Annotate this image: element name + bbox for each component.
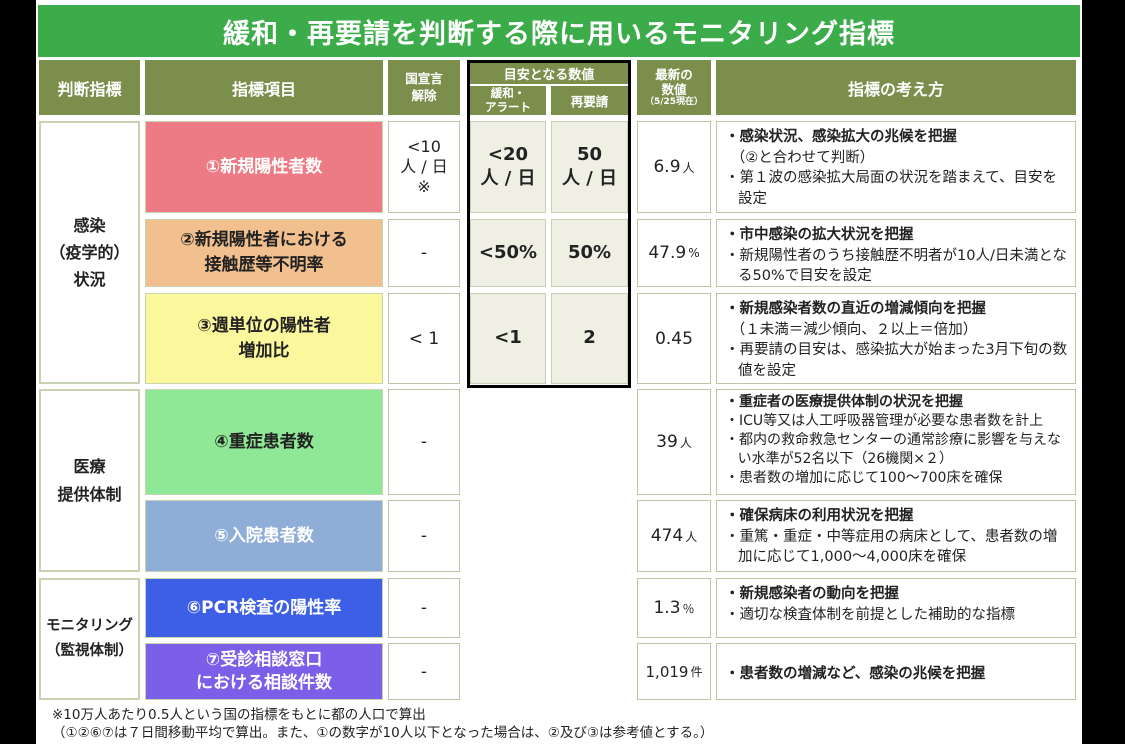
item-unknown-contact-rate: ②新規陽性者における 接触歴等不明率	[145, 219, 383, 287]
description-5: ・確保病床の利用状況を把握 ・重篤・重症・中等症用の病床として、患者数の増加に応…	[716, 500, 1076, 572]
latest-value-5: 474 人	[637, 500, 711, 572]
description-5-line-2: ・重篤・重症・中等症用の病床として、患者数の増加に応じて1,000～4,000床…	[725, 528, 1058, 566]
header-rerequest: 再要請	[551, 86, 628, 115]
header-latest: 最新の 数値 （5/25現在）	[637, 60, 711, 115]
item-weekly-increase-ratio: ③週単位の陽性者 増加比	[145, 293, 383, 384]
description-3-line-1: ・新規感染者数の直近の増減傾向を把握	[725, 301, 986, 317]
latest-unit-5: 人	[685, 529, 698, 544]
description-4: ・重症者の医療提供体制の状況を把握 ・ICU等又は人工呼吸器管理が必要な患者数を…	[716, 389, 1076, 495]
latest-number-4: 39	[656, 432, 678, 452]
relax-value-3: <1	[470, 293, 546, 384]
description-2-line-1: ・市中感染の拡大状況を把握	[725, 227, 914, 243]
description-5-line-1: ・確保病床の利用状況を把握	[725, 508, 914, 524]
latest-unit-4: 人	[679, 435, 692, 450]
header-national-release: 国宣言 解除	[388, 60, 460, 115]
description-6-line-1: ・新規感染者の動向を把握	[725, 586, 899, 602]
item-pcr-positive-rate: ⑥PCR検査の陽性率	[145, 578, 383, 638]
latest-value-1: 6.9 人	[637, 121, 711, 213]
footnote-1: ※10万人あたり0.5人という国の指標をもとに都の人口で算出	[52, 707, 426, 723]
relax-value-1: <20 人 / 日	[470, 121, 546, 213]
header-approach: 指標の考え方	[716, 60, 1076, 115]
rerequest-value-1: 50 人 / 日	[551, 121, 628, 213]
description-3-line-3: ・再要請の目安は、感染拡大が始まった3月下旬の数値を設定	[725, 342, 1068, 379]
latest-number-6: 1.3	[653, 598, 681, 618]
description-4-line-1: ・重症者の医療提供体制の状況を把握	[725, 394, 963, 410]
national-value-1: <10 人 / 日 ※	[388, 121, 460, 213]
description-6-line-2: ・適切な検査体制を前提とした補助的な指標	[725, 606, 1015, 623]
item-consultation-count: ⑦受診相談窓口 における相談件数	[145, 643, 383, 700]
header-latest-note: （5/25現在）	[644, 97, 704, 108]
header-relax: 緩和・ アラート	[470, 86, 546, 115]
header-latest-label: 最新の 数値	[655, 67, 693, 98]
latest-number-5: 474	[650, 526, 684, 546]
item-hospitalized-patients: ⑤入院患者数	[145, 500, 383, 572]
latest-value-7: 1,019 件	[637, 643, 711, 700]
header-item: 指標項目	[145, 60, 383, 115]
national-value-2: -	[388, 219, 460, 287]
description-7: ・患者数の増減など、感染の兆候を把握	[716, 643, 1076, 700]
description-2: ・市中感染の拡大状況を把握 ・新規陽性者のうち接触歴不明者が10人/日未満となる…	[716, 219, 1076, 287]
latest-value-6: 1.3 ％	[637, 578, 711, 638]
latest-number-7: 1,019	[645, 662, 689, 681]
latest-unit-2: %	[688, 246, 700, 260]
description-1-line-3: ・第１波の感染拡大局面の状況を踏まえて、目安を設定	[725, 170, 1058, 207]
latest-number-3: 0.45	[655, 328, 693, 349]
item-new-positive-cases: ①新規陽性者数	[145, 121, 383, 213]
latest-value-3: 0.45	[637, 293, 711, 384]
header-indicator: 判断指標	[39, 60, 140, 115]
category-medical: 医療 提供体制	[39, 389, 140, 572]
description-3: ・新規感染者数の直近の増減傾向を把握 （１未満＝減少傾向、２以上＝倍加） ・再要…	[716, 293, 1076, 384]
national-value-3: < 1	[388, 293, 460, 384]
latest-unit-1: 人	[682, 160, 695, 175]
description-4-line-2: ・ICU等又は人工呼吸器管理が必要な患者数を計上	[725, 413, 1044, 430]
national-value-6: -	[388, 578, 460, 638]
latest-number-2: 47.9	[648, 243, 687, 263]
latest-unit-6: ％	[682, 601, 695, 616]
item-severe-patients: ④重症患者数	[145, 389, 383, 495]
latest-value-2: 47.9%	[637, 219, 711, 287]
description-3-line-2: （１未満＝減少傾向、２以上＝倍加）	[730, 321, 978, 338]
description-4-line-4: ・患者数の増加に応じて100～700床を確保	[725, 470, 1003, 487]
national-value-4: -	[388, 389, 460, 495]
description-4-line-3: ・都内の救命救急センターの通常診療に影響を与えない水準が52名以下（26機関×２…	[725, 432, 1061, 468]
latest-unit-7: 件	[690, 665, 703, 679]
page-title: 緩和・再要請を判断する際に用いるモニタリング指標	[38, 5, 1080, 57]
category-monitoring: モニタリング （監視体制）	[39, 578, 140, 700]
rerequest-value-2: 50%	[551, 219, 628, 287]
header-target-group: 目安となる数値	[470, 62, 628, 84]
category-infection: 感染 （疫学的） 状況	[39, 121, 140, 384]
national-value-5: -	[388, 500, 460, 572]
description-6: ・新規感染者の動向を把握 ・適切な検査体制を前提とした補助的な指標	[716, 578, 1076, 638]
description-1-line-1: ・感染状況、感染拡大の兆候を把握	[725, 129, 957, 145]
relax-value-2: <50%	[470, 219, 546, 287]
rerequest-value-3: 2	[551, 293, 628, 384]
latest-number-1: 6.9	[653, 157, 681, 177]
description-1: ・感染状況、感染拡大の兆候を把握 （②と合わせて判断） ・第１波の感染拡大局面の…	[716, 121, 1076, 213]
description-7-line-1: ・患者数の増減など、感染の兆候を把握	[725, 665, 986, 682]
footnote-2: （①②⑥⑦は７日間移動平均で算出。また、①の数字が10人以下となった場合は、②及…	[52, 725, 714, 741]
description-2-line-2: ・新規陽性者のうち接触歴不明者が10人/日未満となる50%で目安を設定	[725, 247, 1067, 285]
national-value-7: -	[388, 643, 460, 700]
description-1-line-2: （②と合わせて判断）	[730, 149, 875, 166]
latest-value-4: 39 人	[637, 389, 711, 495]
